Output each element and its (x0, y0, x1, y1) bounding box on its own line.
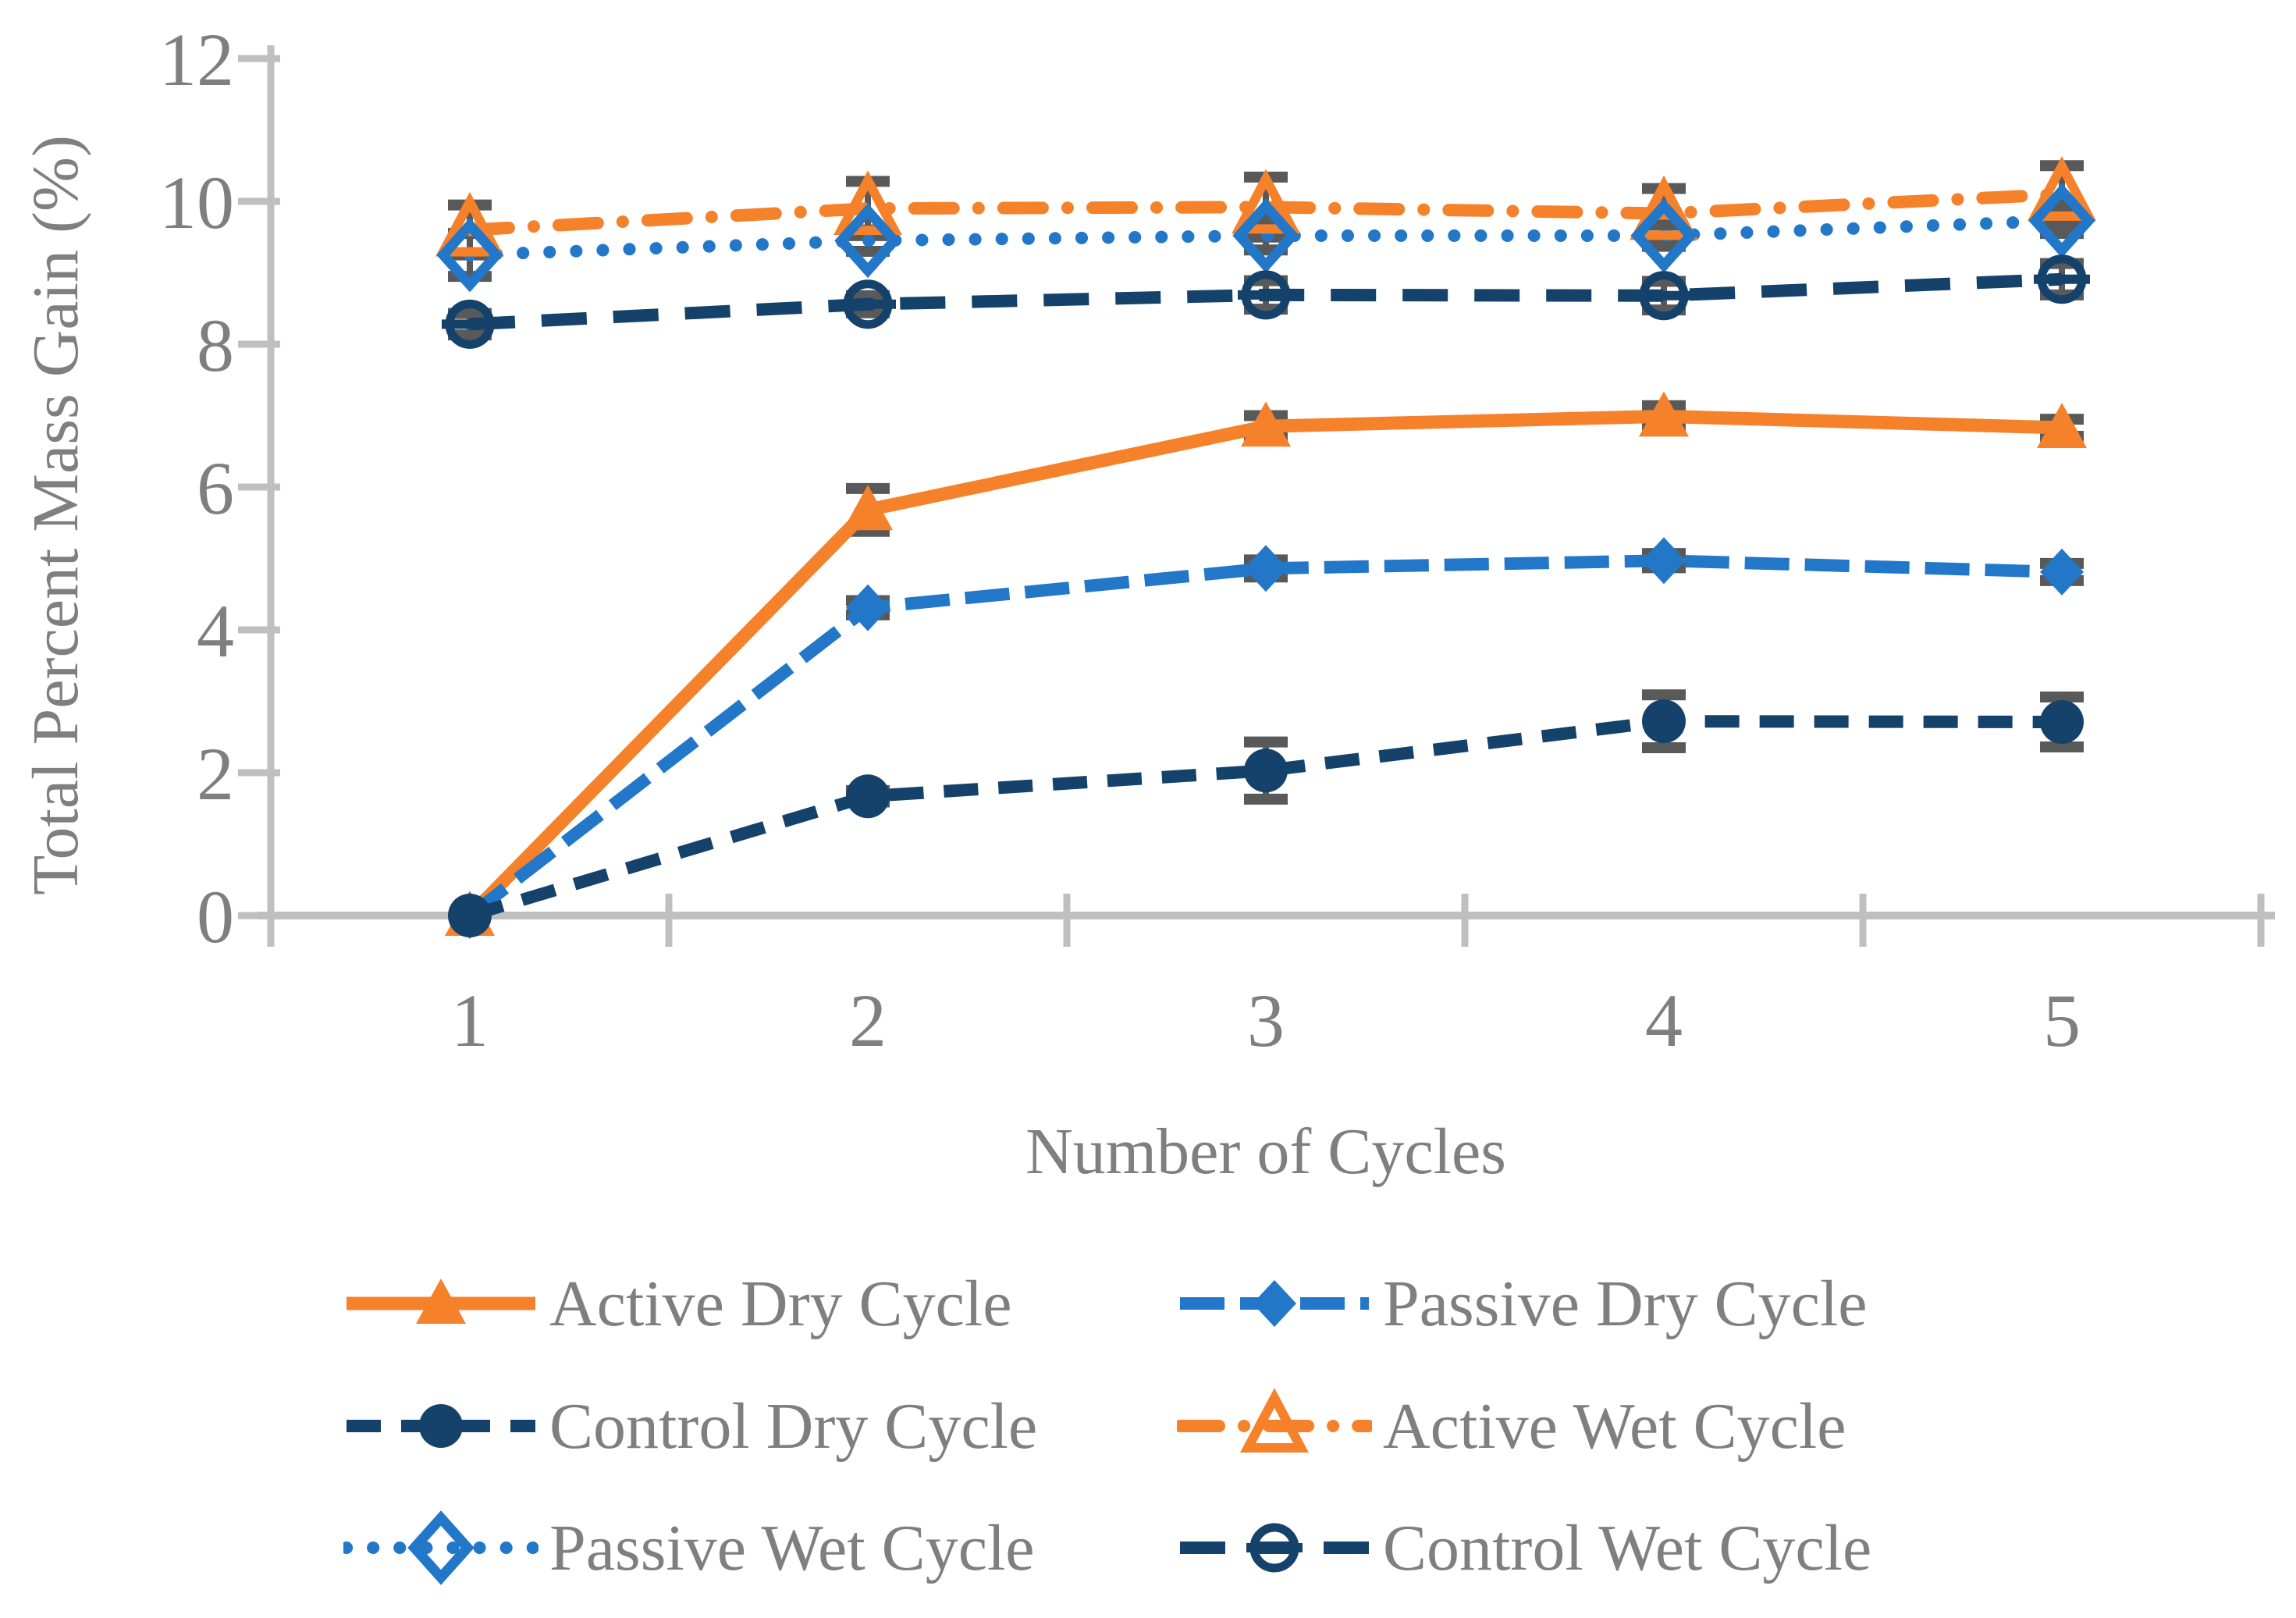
marker-active-dry-cycle-2 (843, 485, 893, 531)
marker-control-wet-cycle-3 (1238, 270, 1294, 320)
legend-label: Active Wet Cycle (1383, 1389, 1846, 1463)
marker-control-wet-cycle-1 (442, 299, 498, 349)
marker-active-dry-cycle-4 (1639, 391, 1689, 437)
legend-swatch-active-dry-cycle (347, 1278, 535, 1324)
marker-control-dry-cycle-2 (846, 774, 890, 819)
legend-swatch-control-wet-cycle (1180, 1523, 1369, 1573)
legend-item-active-dry-cycle: Active Dry Cycle (343, 1249, 1011, 1358)
legend-item-passive-wet-cycle: Passive Wet Cycle (343, 1493, 1035, 1602)
y-tick-label-10: 10 (159, 161, 234, 244)
marker-active-wet-cycle-1 (435, 191, 504, 257)
legend-marker (1253, 1280, 1296, 1327)
legend-item-control-dry-cycle: Control Dry Cycle (343, 1371, 1037, 1481)
marker-active-dry-cycle-3 (1241, 401, 1291, 447)
x-category-label-1: 1 (451, 979, 489, 1062)
x-category-label-2: 2 (849, 979, 887, 1062)
marker-passive-dry-cycle-3 (1244, 545, 1288, 592)
marker-active-wet-cycle-4 (1630, 175, 1698, 240)
series-markers-layer (435, 156, 2096, 939)
marker-control-wet-cycle-2 (840, 279, 896, 329)
legend-label: Control Wet Cycle (1383, 1511, 1872, 1584)
y-axis-title: Total Percent Mass Gain (%) (20, 135, 92, 895)
legend-swatch-passive-wet-cycle (343, 1510, 538, 1585)
marker-control-wet-cycle-5 (2034, 254, 2090, 304)
axes-layer (238, 45, 2275, 947)
marker-passive-wet-cycle-5 (2028, 183, 2095, 258)
marker-control-dry-cycle-3 (1244, 749, 1288, 793)
series-line-passive-wet-cycle (464, 214, 2068, 261)
marker-control-wet-cycle-4 (1636, 271, 1692, 321)
legend-marker (416, 1278, 466, 1324)
x-axis-title: Number of Cycles (1025, 1115, 1506, 1188)
x-category-label-4: 4 (1645, 979, 1683, 1062)
legend-item-active-wet-cycle: Active Wet Cycle (1177, 1371, 1846, 1481)
y-tick-label-2: 2 (197, 732, 234, 816)
marker-active-wet-cycle-2 (833, 170, 902, 236)
x-category-label-5: 5 (2043, 979, 2081, 1062)
marker-passive-dry-cycle-4 (1642, 537, 1686, 585)
legend-marker (419, 1404, 463, 1448)
legend-label: Active Dry Cycle (549, 1267, 1012, 1340)
y-tick-label-8: 8 (197, 304, 234, 387)
legend-label: Control Dry Cycle (549, 1389, 1038, 1463)
legend-swatch-active-wet-cycle (1177, 1388, 1372, 1453)
legend-label: Passive Wet Cycle (549, 1511, 1035, 1584)
marker-passive-wet-cycle-4 (1630, 198, 1697, 273)
marker-active-wet-cycle-3 (1232, 169, 1300, 234)
marker-passive-wet-cycle-3 (1232, 198, 1299, 273)
marker-passive-dry-cycle-5 (2040, 548, 2084, 596)
legend-label: Passive Dry Cycle (1383, 1267, 1868, 1340)
y-tick-label-4: 4 (197, 589, 234, 673)
marker-passive-dry-cycle-2 (846, 584, 890, 631)
marker-passive-wet-cycle-1 (436, 217, 503, 293)
marker-control-dry-cycle-1 (448, 894, 492, 937)
legend-marker (1240, 1388, 1309, 1453)
y-tick-label-0: 0 (197, 875, 234, 958)
y-tick-label-12: 12 (159, 18, 234, 101)
legend-swatch-passive-dry-cycle (1180, 1280, 1369, 1327)
series-line-control-dry-cycle (467, 715, 2063, 922)
x-category-label-3: 3 (1247, 979, 1285, 1062)
legend-item-passive-dry-cycle: Passive Dry Cycle (1177, 1249, 1868, 1358)
legend-marker (1246, 1523, 1303, 1573)
marker-control-dry-cycle-5 (2040, 700, 2084, 745)
y-tick-label-6: 6 (197, 446, 234, 530)
marker-passive-wet-cycle-2 (834, 203, 901, 279)
legend-swatch-control-dry-cycle (347, 1404, 535, 1448)
legend-marker (407, 1510, 474, 1585)
marker-active-dry-cycle-5 (2037, 403, 2087, 449)
marker-control-dry-cycle-4 (1642, 699, 1686, 744)
legend-item-control-wet-cycle: Control Wet Cycle (1177, 1493, 1871, 1602)
marker-active-wet-cycle-5 (2028, 156, 2096, 221)
